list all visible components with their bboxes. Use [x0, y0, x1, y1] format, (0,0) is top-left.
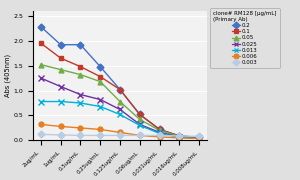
Legend: 0.2, 0.1, 0.05, 0.025, 0.013, 0.006, 0.003: 0.2, 0.1, 0.05, 0.025, 0.013, 0.006, 0.0…	[211, 8, 280, 68]
Y-axis label: Abs (405nm): Abs (405nm)	[4, 54, 11, 97]
